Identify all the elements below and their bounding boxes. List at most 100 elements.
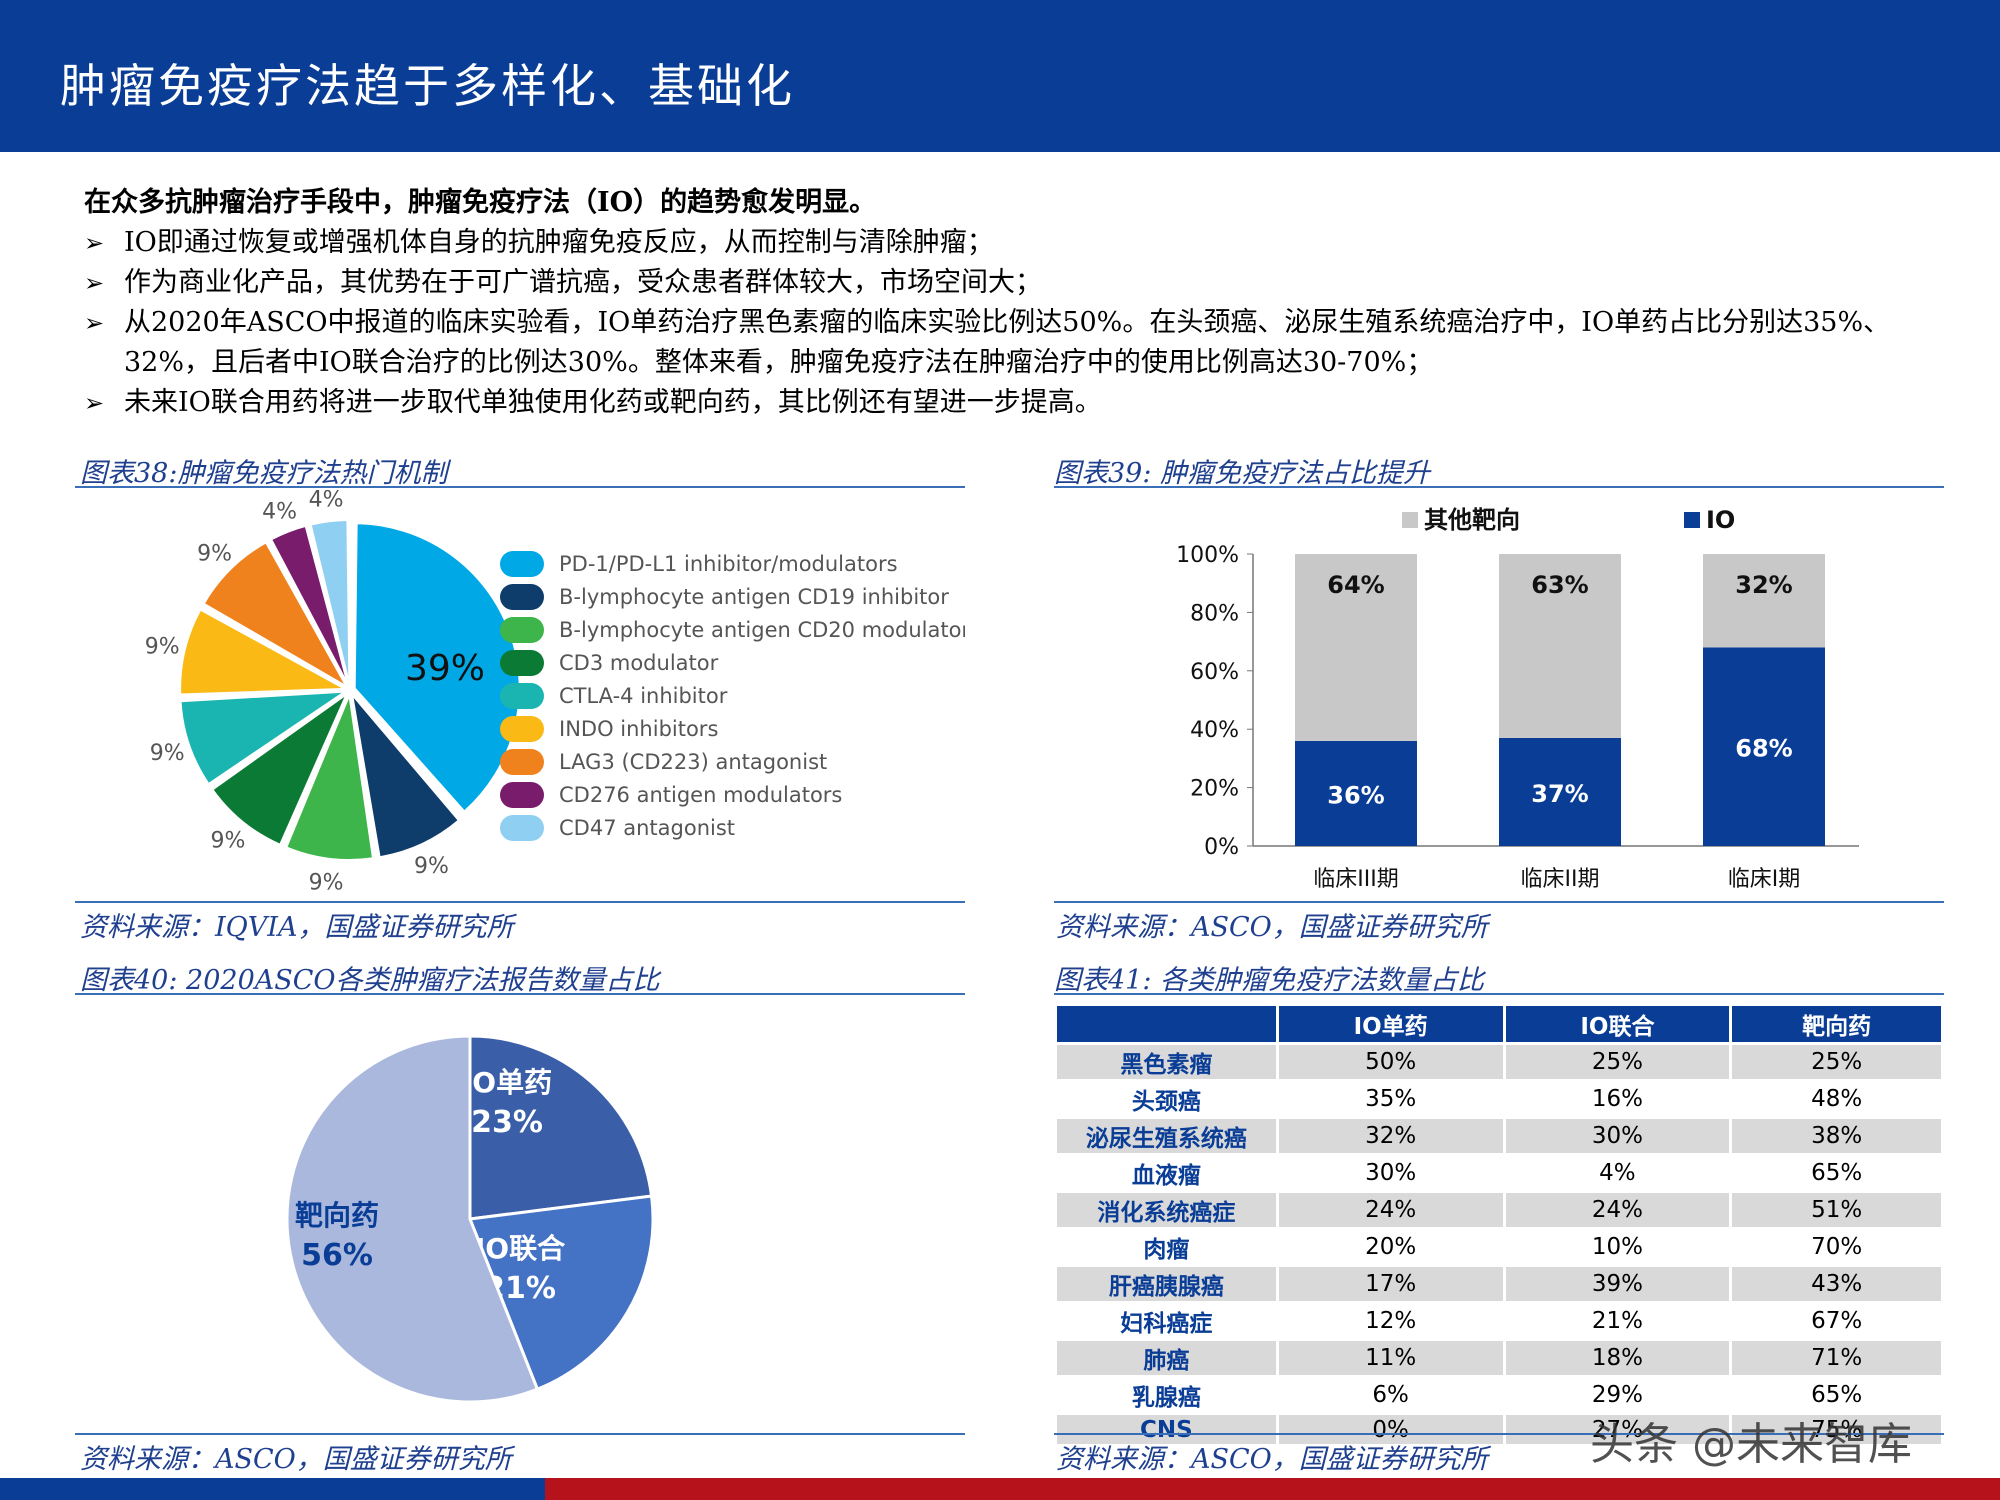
pie-slice-label: 23% — [471, 1105, 543, 1140]
intro-bullet: 作为商业化产品，其优势在于可广谱抗癌，受众患者群体较大，市场空间大； — [84, 263, 1974, 303]
pie-slice-label: 9% — [197, 541, 232, 566]
table-header-cell: 靶向药 — [1732, 1006, 1941, 1042]
legend-label: CD47 antagonist — [559, 816, 735, 840]
table-row: 消化系统癌症 24% 24% 51% — [1057, 1193, 1941, 1227]
table-row-label: 头颈癌 — [1057, 1082, 1276, 1116]
table-cell: 35% — [1278, 1082, 1503, 1116]
table-row: 头颈癌 35% 16% 48% — [1057, 1082, 1941, 1116]
table-row: 黑色素瘤 50% 25% 25% — [1057, 1045, 1941, 1079]
pie-slice — [284, 691, 375, 861]
legend-swatch — [500, 683, 544, 709]
table-cell: 12% — [1278, 1304, 1503, 1338]
legend-swatch — [1402, 512, 1418, 528]
legend-label: IO — [1706, 506, 1735, 534]
table-row-label: 肉瘤 — [1057, 1230, 1276, 1264]
bar-other-label: 64% — [1327, 571, 1384, 599]
table-cell: 4% — [1505, 1156, 1730, 1190]
table-cell: 17% — [1278, 1267, 1503, 1301]
fig38-source: 资料来源：IQVIA，国盛证券研究所 — [80, 912, 514, 943]
pie-slice — [211, 690, 350, 847]
pie-slice-name: 靶向药 — [295, 1199, 379, 1232]
pie-slice — [202, 541, 350, 690]
pie-slice — [285, 1034, 540, 1404]
fig39-source: 资料来源：ASCO，国盛证券研究所 — [1056, 912, 1488, 943]
fig40-title-rule — [75, 993, 965, 995]
table-cell: 20% — [1278, 1230, 1503, 1264]
footer-bar-red — [545, 1478, 2000, 1500]
table-row: 泌尿生殖系统癌 32% 30% 38% — [1057, 1119, 1941, 1153]
intro-bullet: IO即通过恢复或增强机体自身的抗肿瘤免疫反应，从而控制与清除肿瘤； — [84, 223, 1974, 263]
fig41-title-rule — [1054, 993, 1944, 995]
table-row-label: 黑色素瘤 — [1057, 1045, 1276, 1079]
legend-swatch — [500, 749, 544, 775]
legend-swatch — [500, 716, 544, 742]
table-cell: 25% — [1505, 1045, 1730, 1079]
table-cell: 0% — [1278, 1415, 1503, 1444]
x-tick-label: 临床I期 — [1728, 867, 1801, 892]
pie-slice-label: 56% — [301, 1238, 373, 1273]
bar-other-label: 32% — [1735, 571, 1792, 599]
table-cell: 30% — [1505, 1119, 1730, 1153]
table-cell: 10% — [1505, 1230, 1730, 1264]
pie-slice — [309, 519, 351, 686]
legend-label: PD-1/PD-L1 inhibitor/modulators — [559, 552, 898, 576]
table-cell: 25% — [1732, 1045, 1941, 1079]
y-tick-label: 80% — [1190, 601, 1239, 626]
table-cell: 70% — [1732, 1230, 1941, 1264]
table-header-cell: IO联合 — [1505, 1006, 1730, 1042]
fig41-table: IO单药 IO联合 靶向药 黑色素瘤 50% 25% 25% 头颈癌 35% 16% 48% 泌… — [1054, 1003, 1944, 1447]
table-row: 肝癌胰腺癌 17% 39% 43% — [1057, 1267, 1941, 1301]
table-cell: 30% — [1278, 1156, 1503, 1190]
y-tick-label: 40% — [1190, 718, 1239, 743]
fig38-title: 图表38:肿瘤免疫疗法热门机制 — [80, 458, 448, 489]
page-title: 肿瘤免疫疗法趋于多样化、基础化 — [60, 59, 795, 113]
pie-slice-name: IO联合 — [475, 1232, 566, 1265]
table-row-label: 消化系统癌症 — [1057, 1193, 1276, 1227]
table-cell: 71% — [1732, 1341, 1941, 1375]
table-cell: 51% — [1732, 1193, 1941, 1227]
fig39-chart: 其他靶向 IO 0% 20% 40% 60% 80% 100% 36% 64% 临床III期 37% 6… — [1176, 506, 1859, 892]
table-row-label: 肺癌 — [1057, 1341, 1276, 1375]
fig39-title: 图表39: 肿瘤免疫疗法占比提升 — [1054, 458, 1431, 489]
fig41-title: 图表41: 各类肿瘤免疫疗法数量占比 — [1054, 965, 1485, 996]
pie-slice — [179, 690, 349, 786]
legend-swatch — [500, 584, 544, 610]
legend-label: CD3 modulator — [559, 651, 719, 675]
fig40-source: 资料来源：ASCO，国盛证券研究所 — [80, 1444, 512, 1475]
table-cell: 18% — [1505, 1341, 1730, 1375]
table-cell: 32% — [1278, 1119, 1503, 1153]
bar-io-label: 68% — [1735, 735, 1792, 763]
pie-slice — [467, 1194, 655, 1392]
legend-swatch — [500, 650, 544, 676]
table-cell: 16% — [1505, 1082, 1730, 1116]
legend-swatch — [1684, 512, 1700, 528]
pie-slice — [179, 608, 349, 696]
intro-bullet: 从2020年ASCO中报道的临床实验看，IO单药治疗黑色素瘤的临床实验比例达50… — [84, 303, 1974, 383]
bar-other — [1499, 554, 1621, 738]
bar-other — [1295, 554, 1417, 741]
bar-io-label: 37% — [1531, 780, 1588, 808]
table-row: 妇科癌症 12% 21% 67% — [1057, 1304, 1941, 1338]
table-cell: 24% — [1278, 1193, 1503, 1227]
legend-swatch — [500, 551, 544, 577]
pie-center-label: 39% — [405, 648, 485, 689]
legend-label: INDO inhibitors — [559, 717, 718, 741]
pie-slice-label: 4% — [309, 490, 344, 512]
pie-slice — [350, 691, 461, 859]
watermark: 头条 @未来智库 — [1590, 1419, 1912, 1470]
table-cell: 39% — [1505, 1267, 1730, 1301]
table-cell: 29% — [1505, 1378, 1730, 1412]
legend-label: 其他靶向 — [1424, 506, 1520, 534]
fig41-source-rule — [1054, 1433, 1944, 1435]
legend-label: B-lymphocyte antigen CD20 modulator — [559, 618, 965, 642]
intro-lead: 在众多抗肿瘤治疗手段中，肿瘤免疫疗法（IO）的趋势愈发明显。 — [84, 187, 877, 218]
table-row-label: 泌尿生殖系统癌 — [1057, 1119, 1276, 1153]
table-row: CNS 0% 27% 75% — [1057, 1415, 1941, 1444]
footer-bar-blue — [0, 1478, 545, 1500]
table-cell: 65% — [1732, 1156, 1941, 1190]
fig40-source-rule — [75, 1433, 965, 1435]
pie-slice — [468, 1034, 654, 1221]
table-cell: 11% — [1278, 1341, 1503, 1375]
table-row-label: 乳腺癌 — [1057, 1378, 1276, 1412]
